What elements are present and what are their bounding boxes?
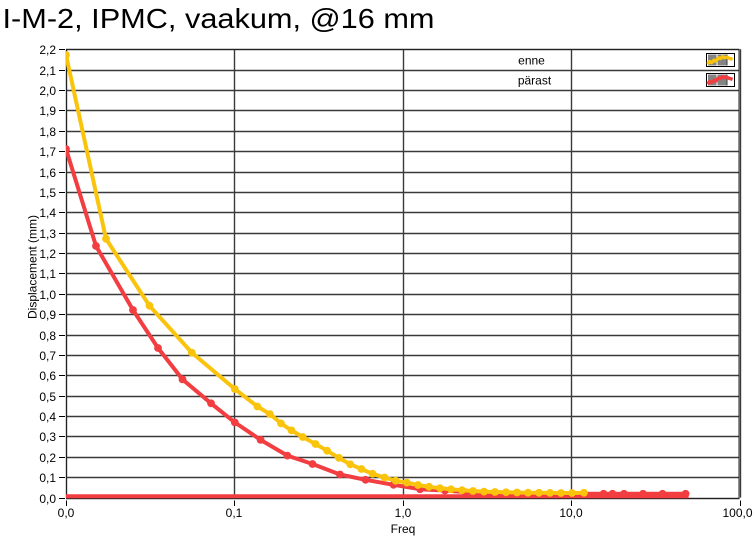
svg-text:2,0: 2,0 [39,84,56,98]
svg-text:1,1: 1,1 [39,267,56,281]
svg-text:1,9: 1,9 [39,104,56,118]
svg-text:1,0: 1,0 [39,288,56,302]
svg-text:0,1: 0,1 [226,506,243,520]
svg-text:0,1: 0,1 [39,471,56,485]
svg-text:0,2: 0,2 [39,451,56,465]
svg-text:2,1: 2,1 [39,64,56,78]
svg-text:1,6: 1,6 [39,166,56,180]
svg-text:2,2: 2,2 [39,43,56,57]
svg-text:10,0: 10,0 [559,506,583,520]
svg-text:1,2: 1,2 [39,247,56,261]
svg-text:0,7: 0,7 [39,349,56,363]
svg-text:0,3: 0,3 [39,430,56,444]
svg-text:1,4: 1,4 [39,206,56,220]
svg-text:0,8: 0,8 [39,329,56,343]
svg-text:Displacement (mm): Displacement (mm) [26,215,40,319]
svg-text:1,0: 1,0 [395,506,412,520]
svg-text:0,0: 0,0 [39,492,56,506]
svg-text:0,5: 0,5 [39,390,56,404]
svg-text:0,6: 0,6 [39,369,56,383]
svg-text:100,0: 100,0 [722,506,752,520]
svg-text:1,3: 1,3 [39,227,56,241]
svg-text:1,5: 1,5 [39,186,56,200]
svg-text:pärast: pärast [518,74,552,88]
svg-text:I-M-2, IPMC, vaakum, @16 mm: I-M-2, IPMC, vaakum, @16 mm [3,3,435,34]
svg-text:Freq: Freq [391,522,416,536]
svg-text:0,4: 0,4 [39,410,56,424]
svg-text:1,8: 1,8 [39,125,56,139]
svg-text:0,0: 0,0 [58,506,75,520]
svg-text:enne: enne [518,54,545,68]
svg-text:1,7: 1,7 [39,145,56,159]
svg-text:0,9: 0,9 [39,308,56,322]
